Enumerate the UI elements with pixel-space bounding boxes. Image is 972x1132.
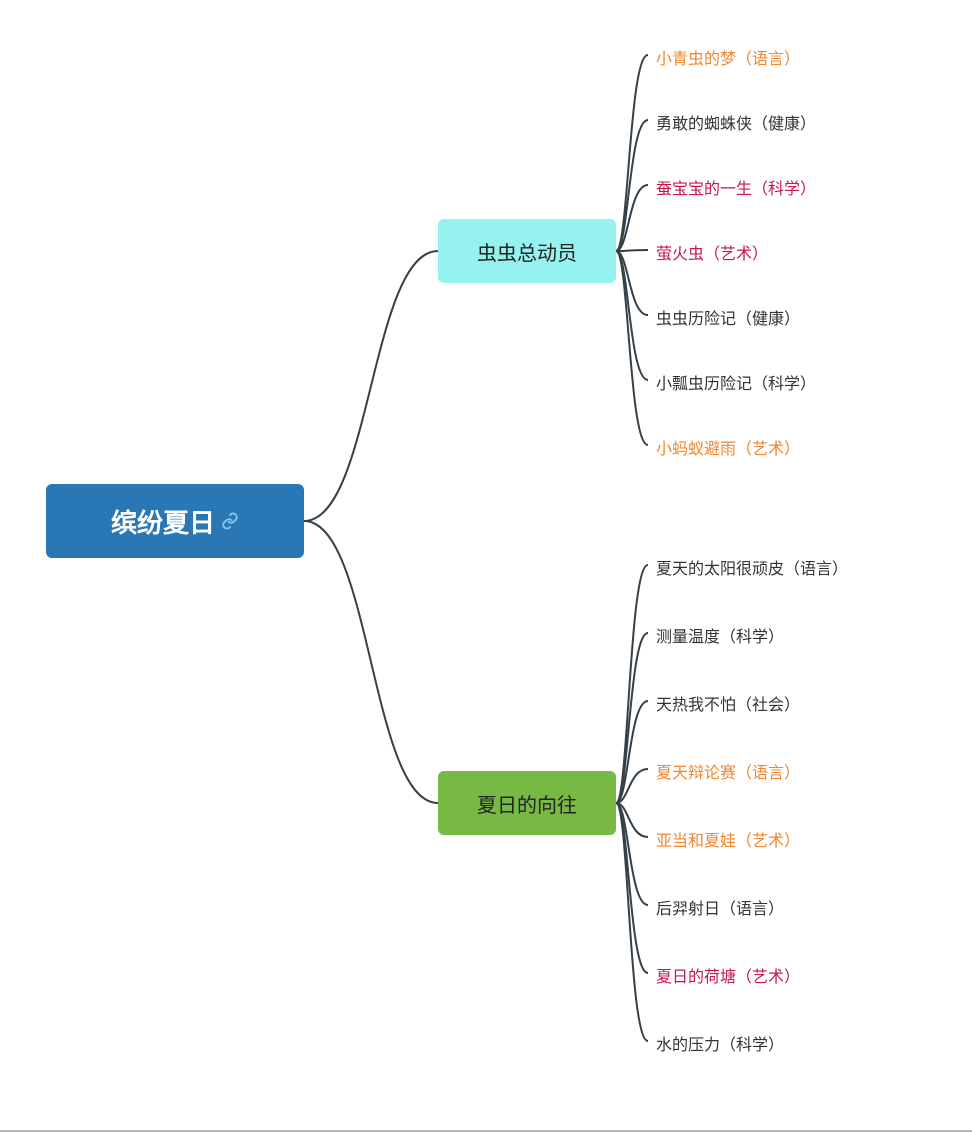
leaf-label: 测量温度（科学） (656, 629, 784, 646)
leaf-node[interactable]: 亚当和夏娃（艺术） (656, 827, 800, 851)
leaf-node[interactable]: 夏天辩论赛（语言） (656, 759, 800, 783)
branch-node[interactable]: 夏日的向往 (438, 771, 616, 835)
leaf-node[interactable]: 小蚂蚁避雨（艺术） (656, 435, 800, 459)
leaf-node[interactable]: 萤火虫（艺术） (656, 240, 768, 264)
leaf-label: 小蚂蚁避雨（艺术） (656, 441, 800, 458)
leaf-node[interactable]: 夏日的荷塘（艺术） (656, 963, 800, 987)
leaf-label: 夏天辩论赛（语言） (656, 765, 800, 782)
branch-label: 夏日的向往 (477, 789, 577, 818)
mindmap-canvas: 缤纷夏日 虫虫总动员 小青虫的梦（语言） 勇敢的蜘蛛侠（健康） 蚕宝宝的一生（科学） 萤… (0, 0, 972, 1132)
link-icon (221, 506, 239, 537)
leaf-label: 夏天的太阳很顽皮（语言） (656, 561, 848, 578)
leaf-node[interactable]: 测量温度（科学） (656, 623, 784, 647)
leaf-node[interactable]: 虫虫历险记（健康） (656, 305, 800, 329)
leaf-label: 虫虫历险记（健康） (656, 311, 800, 328)
leaf-label: 天热我不怕（社会） (656, 697, 800, 714)
leaf-node[interactable]: 勇敢的蜘蛛侠（健康） (656, 110, 816, 134)
leaf-label: 萤火虫（艺术） (656, 246, 768, 263)
leaf-label: 蚕宝宝的一生（科学） (656, 181, 816, 198)
leaf-node[interactable]: 后羿射日（语言） (656, 895, 784, 919)
leaf-node[interactable]: 水的压力（科学） (656, 1031, 784, 1055)
branch-node[interactable]: 虫虫总动员 (438, 219, 616, 283)
root-label: 缤纷夏日 (111, 503, 215, 540)
leaf-label: 亚当和夏娃（艺术） (656, 833, 800, 850)
leaf-label: 夏日的荷塘（艺术） (656, 969, 800, 986)
leaf-node[interactable]: 天热我不怕（社会） (656, 691, 800, 715)
leaf-label: 后羿射日（语言） (656, 901, 784, 918)
leaf-node[interactable]: 小瓢虫历险记（科学） (656, 370, 816, 394)
root-node[interactable]: 缤纷夏日 (46, 484, 304, 558)
branch-label: 虫虫总动员 (477, 237, 577, 266)
leaf-node[interactable]: 蚕宝宝的一生（科学） (656, 175, 816, 199)
leaf-label: 小青虫的梦（语言） (656, 51, 800, 68)
leaf-node[interactable]: 夏天的太阳很顽皮（语言） (656, 555, 848, 579)
leaf-label: 水的压力（科学） (656, 1037, 784, 1054)
leaf-node[interactable]: 小青虫的梦（语言） (656, 45, 800, 69)
leaf-label: 勇敢的蜘蛛侠（健康） (656, 116, 816, 133)
leaf-label: 小瓢虫历险记（科学） (656, 376, 816, 393)
